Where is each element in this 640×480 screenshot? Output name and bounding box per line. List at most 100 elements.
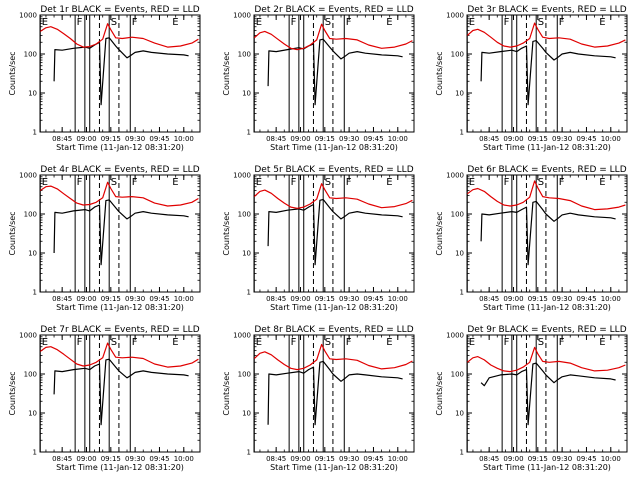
event-marker-label: F xyxy=(346,337,352,348)
event-marker-label: F xyxy=(504,337,510,348)
lld-series-line xyxy=(466,346,626,373)
x-tick-label: 09:45 xyxy=(149,295,169,303)
x-tick-label: 09:45 xyxy=(363,135,383,143)
event-marker-label: S xyxy=(538,17,544,28)
event-marker-label: F xyxy=(77,17,83,28)
x-tick-label: 09:15 xyxy=(528,295,548,303)
x-tick-label: 09:00 xyxy=(76,295,96,303)
x-tick-label: 08:45 xyxy=(479,135,499,143)
event-marker-label: F xyxy=(504,177,510,188)
y-axis-label: Counts/sec xyxy=(435,211,444,255)
y-tick-label: 1000 xyxy=(233,172,251,180)
event-marker-label: E xyxy=(172,337,178,348)
x-tick-label: 09:45 xyxy=(363,455,383,463)
event-marker-label: E xyxy=(256,337,262,348)
event-marker-label: F xyxy=(559,17,565,28)
y-axis-label: Counts/sec xyxy=(8,371,17,415)
chart-title: Det 2r BLACK = Events, RED = LLD xyxy=(254,5,413,15)
event-marker-label: S xyxy=(111,17,117,28)
plot-frame xyxy=(39,14,201,133)
y-tick-label: 1000 xyxy=(446,332,464,340)
y-tick-label: 100 xyxy=(451,211,464,219)
y-tick-label: 10 xyxy=(28,90,37,98)
event-marker-label: F xyxy=(132,177,138,188)
x-tick-label: 09:15 xyxy=(315,135,335,143)
event-marker-label: E xyxy=(469,17,475,28)
y-tick-label: 1 xyxy=(460,449,464,457)
y-tick-label: 1 xyxy=(33,129,37,137)
y-tick-label: 1 xyxy=(247,129,251,137)
plot-frame xyxy=(253,14,415,133)
y-axis-label: Counts/sec xyxy=(222,371,231,415)
y-tick-label: 1 xyxy=(460,129,464,137)
x-tick-label: 09:15 xyxy=(528,135,548,143)
x-axis-label: Start Time (11-Jan-12 08:31:20) xyxy=(56,463,184,472)
plot-frame xyxy=(253,174,415,293)
lld-series-line xyxy=(39,342,199,368)
chart-title: Det 5r BLACK = Events, RED = LLD xyxy=(254,165,413,175)
x-tick-label: 09:15 xyxy=(101,455,121,463)
event-marker-label: S xyxy=(111,177,117,188)
x-tick-label: 09:00 xyxy=(76,455,96,463)
y-tick-label: 1 xyxy=(33,449,37,457)
y-tick-label: 1000 xyxy=(19,12,37,20)
y-tick-label: 10 xyxy=(455,410,464,418)
event-marker-label: E xyxy=(172,17,178,28)
x-tick-label: 09:45 xyxy=(363,295,383,303)
x-tick-label: 09:00 xyxy=(503,455,523,463)
x-tick-label: 08:45 xyxy=(52,295,72,303)
chart-title: Det 6r BLACK = Events, RED = LLD xyxy=(467,165,626,175)
y-tick-label: 1000 xyxy=(446,12,464,20)
x-tick-label: 08:45 xyxy=(266,295,286,303)
y-axis-label: Counts/sec xyxy=(435,51,444,95)
events-series-line xyxy=(53,358,189,426)
y-tick-label: 100 xyxy=(238,371,251,379)
y-tick-label: 1000 xyxy=(446,172,464,180)
y-tick-label: 10 xyxy=(455,250,464,258)
event-marker-label: F xyxy=(559,177,565,188)
event-marker-label: E xyxy=(469,337,475,348)
event-marker-label: S xyxy=(325,337,331,348)
chart-panel: Det 8r BLACK = Events, RED = LLD 1 10 100 10… xyxy=(222,325,415,472)
x-tick-label: 08:45 xyxy=(266,135,286,143)
event-marker-label: F xyxy=(291,177,297,188)
event-marker-label: S xyxy=(325,177,331,188)
x-tick-label: 09:00 xyxy=(290,295,310,303)
y-tick-label: 100 xyxy=(238,51,251,59)
event-marker-label: E xyxy=(386,17,392,28)
x-tick-label: 09:15 xyxy=(101,295,121,303)
x-tick-label: 10:00 xyxy=(388,295,408,303)
x-tick-label: 09:30 xyxy=(552,295,572,303)
chart-panel: Det 6r BLACK = Events, RED = LLD 1 10 100 10… xyxy=(435,165,628,312)
x-tick-label: 08:45 xyxy=(266,455,286,463)
lld-series-line xyxy=(39,23,199,48)
y-tick-label: 1000 xyxy=(233,332,251,340)
events-series-line xyxy=(480,200,616,266)
chart-title: Det 8r BLACK = Events, RED = LLD xyxy=(254,325,413,335)
events-series-line xyxy=(267,360,403,426)
x-tick-label: 08:45 xyxy=(479,295,499,303)
event-marker-label: F xyxy=(559,337,565,348)
x-axis-label: Start Time (11-Jan-12 08:31:20) xyxy=(56,303,184,312)
y-tick-label: 100 xyxy=(24,51,37,59)
y-tick-label: 1 xyxy=(247,289,251,297)
x-tick-label: 09:00 xyxy=(76,135,96,143)
x-tick-label: 10:00 xyxy=(601,295,621,303)
plot-frame xyxy=(39,334,201,453)
plot-frame xyxy=(466,334,628,453)
x-tick-label: 09:30 xyxy=(125,295,145,303)
x-axis-label: Start Time (11-Jan-12 08:31:20) xyxy=(483,143,611,152)
chart-panel: Det 5r BLACK = Events, RED = LLD 1 10 100 10… xyxy=(222,165,415,312)
x-tick-label: 09:30 xyxy=(339,135,359,143)
y-tick-label: 10 xyxy=(242,410,251,418)
plot-frame xyxy=(466,14,628,133)
y-tick-label: 10 xyxy=(242,250,251,258)
x-tick-label: 10:00 xyxy=(601,135,621,143)
y-tick-label: 1 xyxy=(33,289,37,297)
chart-title: Det 3r BLACK = Events, RED = LLD xyxy=(467,5,626,15)
x-axis-label: Start Time (11-Jan-12 08:31:20) xyxy=(483,303,611,312)
x-tick-label: 09:30 xyxy=(552,455,572,463)
x-tick-label: 09:00 xyxy=(290,135,310,143)
x-axis-label: Start Time (11-Jan-12 08:31:20) xyxy=(270,143,398,152)
